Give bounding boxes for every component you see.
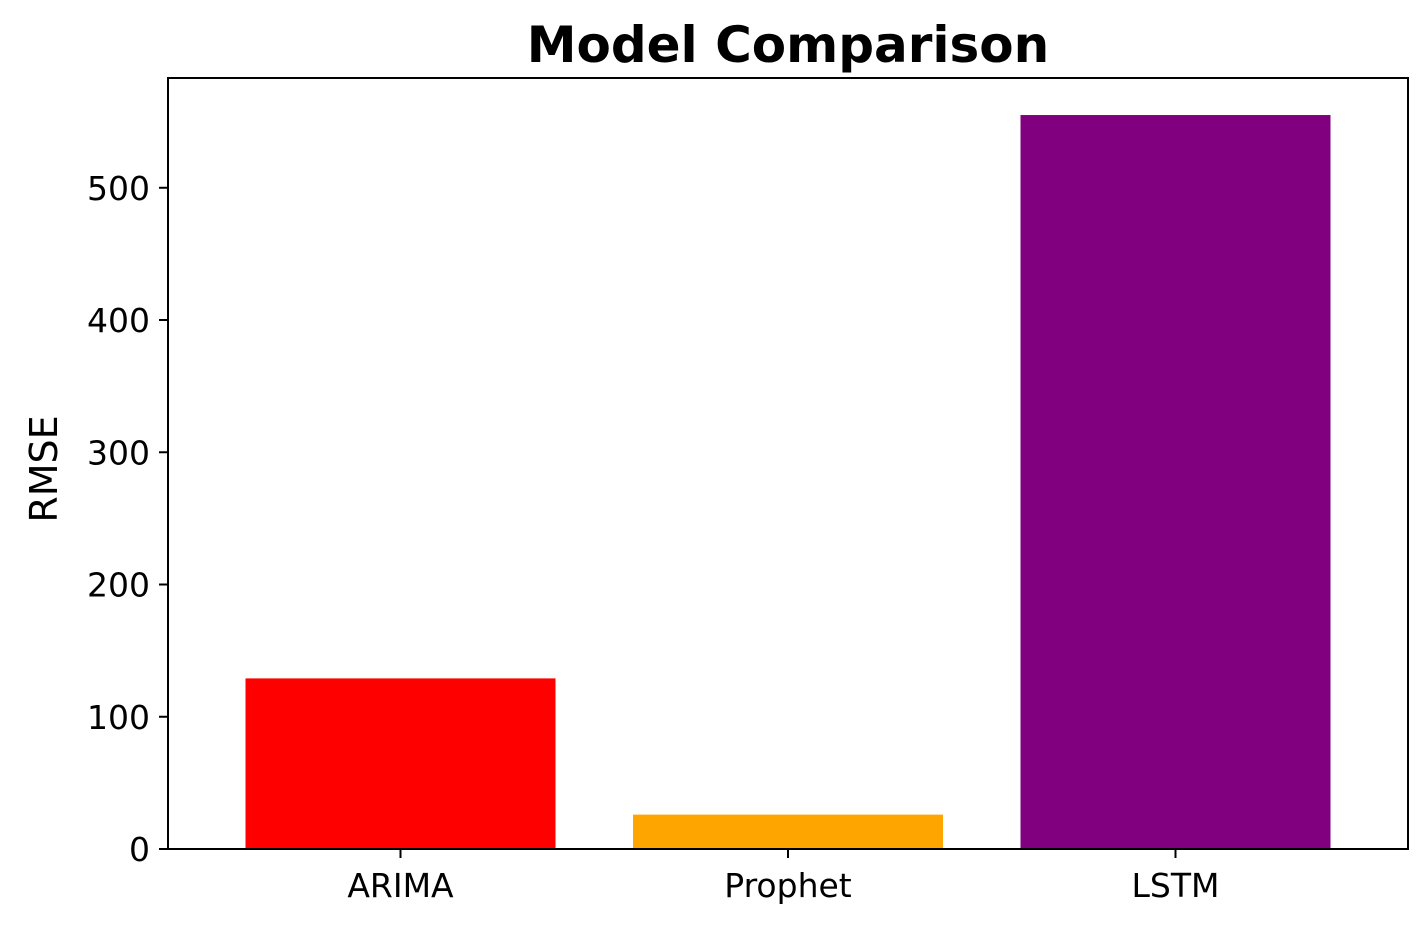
bar-arima	[245, 678, 556, 849]
x-tick-label: LSTM	[1132, 866, 1220, 905]
y-tick-label: 0	[129, 830, 150, 869]
y-axis-label: RMSE	[22, 415, 66, 522]
y-tick-label: 200	[87, 566, 150, 605]
chart-title: Model Comparison	[527, 16, 1050, 74]
x-tick-label: ARIMA	[347, 866, 454, 905]
x-tick-label: Prophet	[724, 866, 852, 905]
y-tick-label: 300	[87, 433, 150, 472]
y-tick-label: 500	[87, 169, 150, 208]
y-tick-label: 100	[87, 698, 150, 737]
bar-prophet	[633, 814, 943, 849]
y-tick-label: 400	[87, 301, 150, 340]
bar-lstm	[1020, 115, 1331, 849]
plot-frame	[167, 77, 1409, 850]
